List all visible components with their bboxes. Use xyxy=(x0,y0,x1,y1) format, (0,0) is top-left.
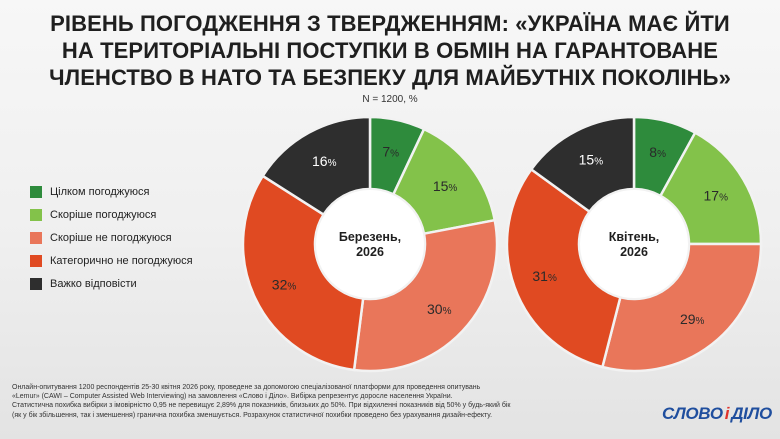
slice-value-label: 7% xyxy=(382,143,399,159)
slice-value-label: 8% xyxy=(649,144,666,160)
legend-swatch xyxy=(30,185,42,198)
logo-amp: і xyxy=(724,404,730,423)
logo-word: СЛОВО xyxy=(662,404,723,423)
slice-value-label: 31% xyxy=(532,268,557,284)
methodology-line: «Lemur» (CAWI – Computer Assisted Web In… xyxy=(12,393,453,401)
page-title: РІВЕНЬ ПОГОДЖЕННЯ З ТВЕРДЖЕННЯМ: «УКРАЇН… xyxy=(10,10,770,91)
legend-item: Важко відповісти xyxy=(30,272,193,295)
title-line-1: РІВЕНЬ ПОГОДЖЕННЯ З ТВЕРДЖЕННЯМ: «УКРАЇН… xyxy=(50,11,730,36)
legend-label: Категорично не погоджуюся xyxy=(50,254,193,267)
donut-slice xyxy=(241,174,365,372)
legend-label: Скоріше не погоджуюся xyxy=(50,231,172,244)
legend-swatch xyxy=(30,208,42,221)
donut-slice xyxy=(529,115,636,214)
methodology-note: Онлайн-опитування 1200 респондентів 25-3… xyxy=(12,383,552,420)
legend-label: Важко відповісти xyxy=(50,277,137,290)
legend-item: Скоріше не погоджуюся xyxy=(30,226,193,249)
slice-value-label: 16% xyxy=(312,153,337,169)
chart-legend: Цілком погоджуюся Скоріше погоджуюся Ско… xyxy=(30,180,193,295)
slice-value-label: 30% xyxy=(427,301,452,317)
donut-hole xyxy=(580,190,688,298)
methodology-line: Онлайн-опитування 1200 респондентів 25-3… xyxy=(12,384,481,391)
donut-slice xyxy=(600,242,763,373)
legend-swatch xyxy=(30,231,42,244)
slice-value-label: 32% xyxy=(272,276,297,292)
slice-value-label: 29% xyxy=(680,311,705,327)
sample-size-note: N = 1200, % xyxy=(362,94,418,105)
legend-swatch xyxy=(30,254,42,267)
title-line-3: ЧЛЕНСТВО В НАТО ТА БЕЗПЕКУ ДЛЯ МАЙБУТНІХ… xyxy=(49,65,731,90)
donut-slice xyxy=(658,131,763,246)
methodology-line: Статистична похибка вибірки з імовірніст… xyxy=(12,402,511,410)
logo-word: ДІЛО xyxy=(731,404,772,423)
slice-value-label: 15% xyxy=(433,178,458,194)
legend-swatch xyxy=(30,277,42,290)
legend-item: Скоріше погоджуюся xyxy=(30,203,193,226)
legend-item: Цілком погоджуюся xyxy=(30,180,193,203)
series-name-label: Березень, 2026 xyxy=(339,230,401,259)
slovo-i-dilo-logo: СЛОВО і ДІЛО xyxy=(662,404,772,424)
slice-value-label: 15% xyxy=(579,151,604,167)
donut-chart: 8% 17% 29% 31% 15% Квітень, 2026 xyxy=(505,115,763,373)
legend-label: Скоріше погоджуюся xyxy=(50,208,157,221)
series-name-label: Квітень, 2026 xyxy=(609,230,660,259)
donut-slice xyxy=(352,218,499,373)
legend-label: Цілком погоджуюся xyxy=(50,185,150,198)
methodology-line: (як у бік збільшення, так і зменшення) г… xyxy=(12,411,493,419)
donut-chart: 7% 15% 30% 32% 16% Березень, 2026 xyxy=(241,115,499,373)
donut-slice xyxy=(261,115,372,217)
title-line-2: НА ТЕРИТОРІАЛЬНІ ПОСТУПКИ В ОБМІН НА ГАР… xyxy=(61,38,719,63)
slice-value-label: 17% xyxy=(704,188,729,204)
legend-item: Категорично не погоджуюся xyxy=(30,249,193,272)
donut-hole xyxy=(316,190,424,298)
donut-slice xyxy=(505,167,622,369)
